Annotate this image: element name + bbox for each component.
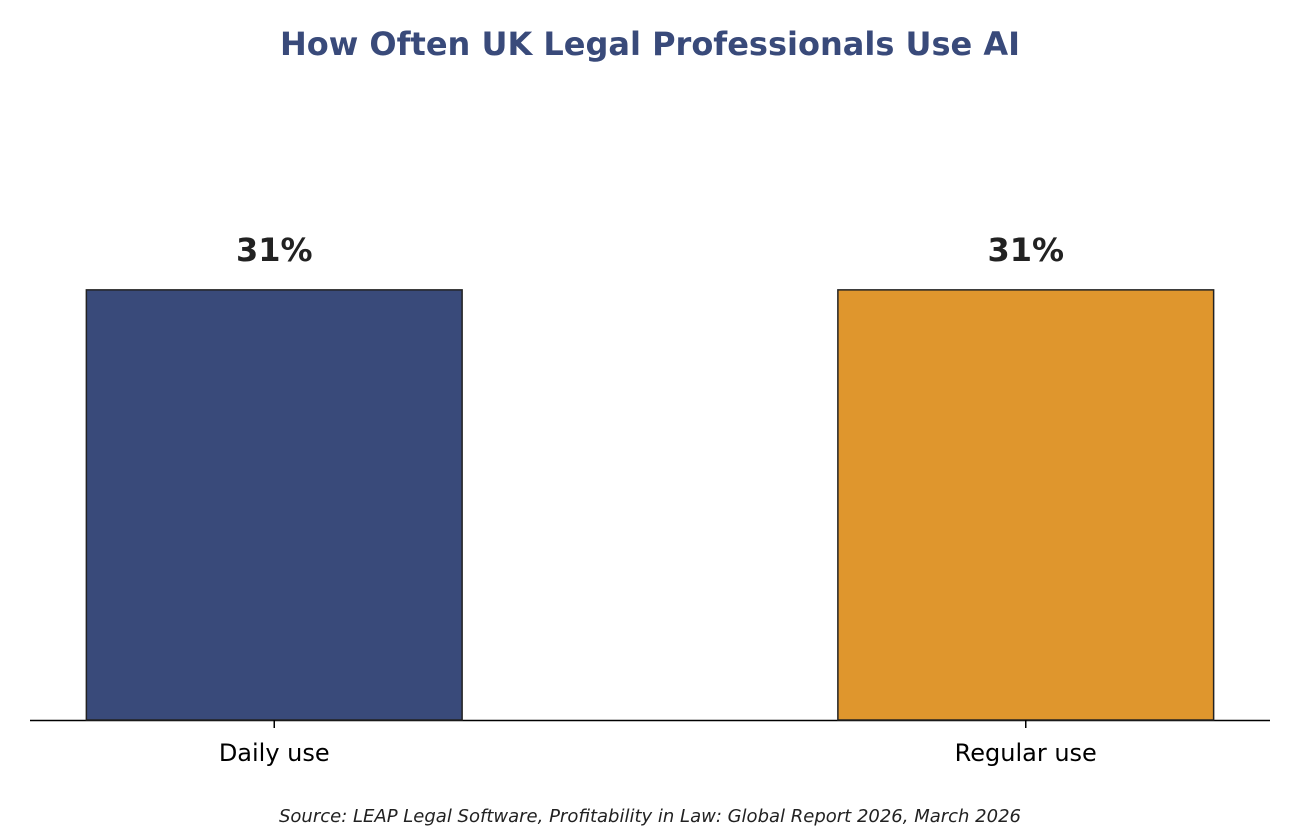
source-note: Source: LEAP Legal Software, Profitabili… (279, 806, 1021, 827)
chart-title: How Often UK Legal Professionals Use AI (280, 25, 1020, 63)
bar (85, 289, 463, 721)
x-tick-label: Daily use (219, 739, 330, 767)
value-label: 31% (236, 231, 313, 269)
x-tick-label: Regular use (955, 739, 1097, 767)
value-label: 31% (987, 231, 1064, 269)
bar (837, 289, 1215, 721)
